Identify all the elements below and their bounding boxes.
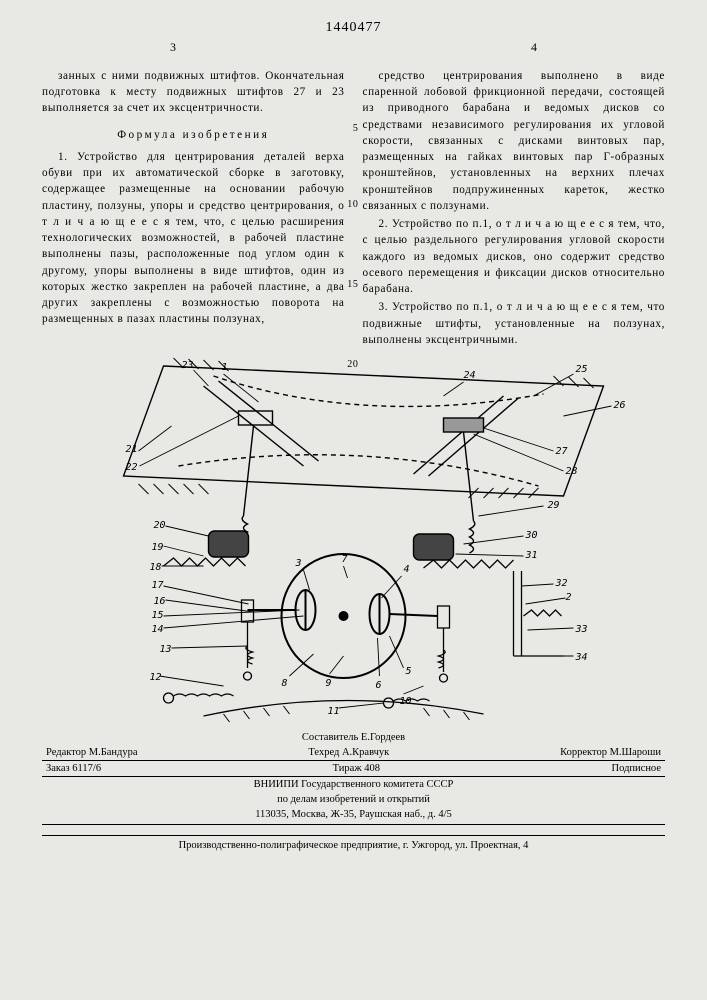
label-17: 17 bbox=[152, 580, 164, 591]
right-para-2: 2. Устройство по п.1, о т л и ч а ­ю щ е… bbox=[363, 216, 666, 297]
label-25: 25 bbox=[576, 364, 588, 375]
line-number: 10 bbox=[347, 198, 358, 213]
label-15: 15 bbox=[152, 610, 164, 621]
left-para-2: 1. Устройство для центрирования деталей … bbox=[42, 149, 345, 328]
subscription: Подписное bbox=[612, 763, 661, 774]
label-1: 1 bbox=[222, 362, 228, 373]
right-para-3: 3. Устройство по п.1, о т л и ­ч а ю щ е… bbox=[363, 299, 666, 348]
label-29: 29 bbox=[548, 500, 560, 511]
label-33: 33 bbox=[575, 624, 588, 635]
label-24: 24 bbox=[464, 370, 476, 381]
label-6: 6 bbox=[376, 680, 382, 691]
figure-labels: 1 2 3 4 5 6 7 8 9 10 11 12 13 14 15 16 1… bbox=[126, 360, 626, 717]
formula-header: Формула изобретения bbox=[42, 127, 345, 143]
label-20: 20 bbox=[154, 520, 166, 531]
label-5: 5 bbox=[406, 666, 412, 677]
patent-number: 1440477 bbox=[326, 20, 382, 36]
label-21: 21 bbox=[126, 444, 138, 455]
label-12: 12 bbox=[150, 672, 162, 683]
label-8: 8 bbox=[282, 678, 288, 689]
label-10: 10 bbox=[400, 696, 412, 707]
label-19: 19 bbox=[152, 542, 164, 553]
right-para-1: средство центрирования выполнено в виде … bbox=[363, 68, 666, 214]
drawing-svg: 1 2 3 4 5 6 7 8 9 10 11 12 13 14 15 16 1… bbox=[42, 356, 665, 726]
tirazh: Тираж 408 bbox=[333, 763, 380, 774]
compiler: Составитель Е.Гордеев bbox=[42, 730, 665, 745]
text-columns: занных с ними подвижных штифтов. Окончат… bbox=[42, 68, 665, 350]
left-column: занных с ними подвижных штифтов. Окончат… bbox=[42, 68, 345, 350]
left-para-1: занных с ними подвижных штифтов. Окончат… bbox=[42, 68, 345, 117]
order-number: Заказ 6117/6 bbox=[46, 763, 101, 774]
label-3: 3 bbox=[295, 558, 302, 569]
techred: Техред А.Кравчук bbox=[308, 747, 389, 758]
label-13: 13 bbox=[160, 644, 172, 655]
org-address: 113035, Москва, Ж-35, Раушская наб., д. … bbox=[42, 807, 665, 825]
org-line-2: по делам изобретений и открытий bbox=[42, 792, 665, 807]
label-32: 32 bbox=[555, 578, 568, 589]
label-16: 16 bbox=[154, 596, 166, 607]
editor: Редактор М.Бандура bbox=[46, 747, 138, 758]
page-number-left: 3 bbox=[170, 40, 176, 55]
label-4: 4 bbox=[404, 564, 410, 575]
right-column: средство центрирования выполнено в виде … bbox=[363, 68, 666, 350]
label-7: 7 bbox=[342, 554, 348, 565]
footer: Производственно-полиграфическое предприя… bbox=[42, 835, 665, 851]
line-number: 15 bbox=[347, 278, 358, 293]
page-number-right: 4 bbox=[531, 40, 537, 55]
label-30: 30 bbox=[525, 530, 538, 541]
page: 1440477 3 4 занных с ними подвижных штиф… bbox=[0, 0, 707, 1000]
label-22: 22 bbox=[126, 462, 138, 473]
label-34: 34 bbox=[575, 652, 588, 663]
label-11: 11 bbox=[328, 706, 340, 717]
technical-drawing: 1 2 3 4 5 6 7 8 9 10 11 12 13 14 15 16 1… bbox=[42, 356, 665, 726]
label-27: 27 bbox=[556, 446, 568, 457]
label-26: 26 bbox=[614, 400, 626, 411]
line-number: 5 bbox=[353, 122, 359, 137]
label-28: 28 bbox=[566, 466, 578, 477]
label-31: 31 bbox=[525, 550, 538, 561]
corrector: Корректор М.Шароши bbox=[560, 747, 661, 758]
label-2: 2 bbox=[566, 592, 572, 603]
org-line-1: ВНИИПИ Государственного комитета СССР bbox=[42, 777, 665, 792]
label-23: 23 bbox=[182, 360, 194, 371]
label-14: 14 bbox=[152, 624, 164, 635]
label-9: 9 bbox=[326, 678, 332, 689]
label-18: 18 bbox=[150, 562, 162, 573]
credits-block: Составитель Е.Гордеев Редактор М.Бандура… bbox=[42, 730, 665, 825]
